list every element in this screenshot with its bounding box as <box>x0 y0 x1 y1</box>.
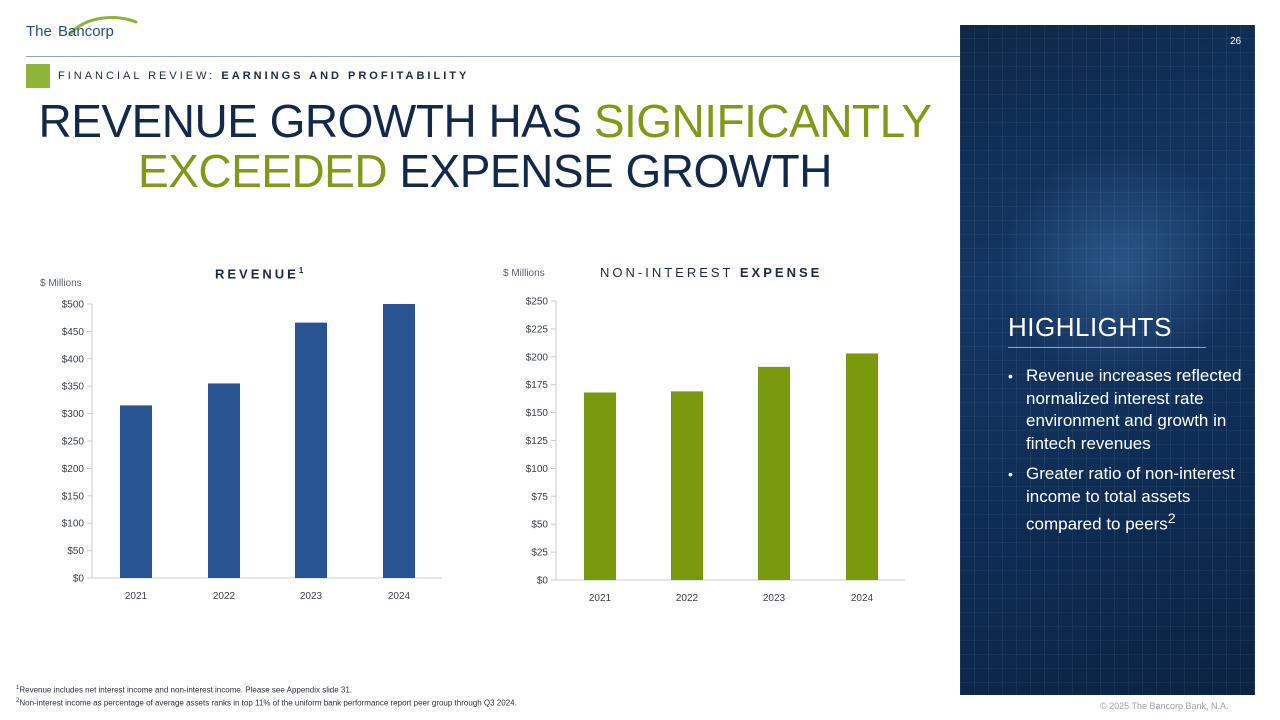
section-prefix: FINANCIAL REVIEW: <box>58 70 222 82</box>
expense-x-tick-label: 2021 <box>589 593 612 604</box>
expense-x-tick-label: 2023 <box>763 593 786 604</box>
revenue-x-tick-label: 2022 <box>213 591 236 602</box>
title-part-2: SIGNIFICANTLY <box>593 95 932 147</box>
expense-y-tick-label: $125 <box>526 436 549 447</box>
revenue-y-tick-label: $450 <box>62 327 85 338</box>
revenue-y-tick-label: $100 <box>62 519 85 530</box>
copyright: © 2025 The Bancorp Bank, N.A. <box>1100 701 1229 711</box>
expense-y-tick-label: $25 <box>531 548 548 559</box>
highlight-text: Revenue increases reflected normalized i… <box>1026 366 1242 453</box>
footnote-2-text: Non-interest income as percentage of ave… <box>19 698 517 708</box>
footnote-1-marker: 1 <box>16 685 20 691</box>
header-divider <box>26 56 1248 57</box>
title-part-3: EXCEEDED <box>138 145 388 197</box>
expense-bar-2021 <box>584 392 616 580</box>
revenue-x-tick-label: 2024 <box>388 591 411 602</box>
highlights-divider <box>1008 347 1206 348</box>
highlights-list: • Revenue increases reflected normalized … <box>1008 365 1255 544</box>
expense-title-bold: EXPENSE <box>739 265 823 280</box>
revenue-y-tick-label: $0 <box>73 574 85 585</box>
page-title: REVENUE GROWTH HAS SIGNIFICANTLY EXCEEDED… <box>20 96 950 196</box>
revenue-y-tick-label: $250 <box>62 437 85 448</box>
expense-y-tick-label: $75 <box>531 492 548 503</box>
revenue-y-tick-label: $300 <box>62 409 85 420</box>
expense-y-tick-label: $250 <box>526 297 549 308</box>
expense-title-light: NON-INTEREST <box>600 265 740 280</box>
title-part-1: REVENUE GROWTH HAS <box>38 95 594 147</box>
bancorp-logo: The Bancorp <box>26 14 138 54</box>
expense-y-tick-label: $175 <box>526 380 549 391</box>
highlight-text: Greater ratio of non-interest income to … <box>1026 464 1235 534</box>
section-topic: EARNINGS AND PROFITABILITY <box>221 70 470 82</box>
revenue-y-tick-label: $500 <box>62 300 85 311</box>
section-accent-square <box>26 64 50 88</box>
footnote-ref: 2 <box>1167 511 1176 527</box>
expense-y-tick-label: $0 <box>537 576 549 587</box>
page-number: 26 <box>1230 36 1242 47</box>
panel-glow <box>1000 145 1240 385</box>
expense-y-tick-label: $225 <box>526 324 549 335</box>
highlights-title: HIGHLIGHTS <box>1008 312 1172 342</box>
revenue-bar-chart: $0 $50 $100 $150 $200 $250 $300 $350 $400 $450 $50… <box>62 300 442 602</box>
revenue-x-tick-label: 2021 <box>125 591 148 602</box>
logo-text-bancorp: Bancorp <box>58 23 114 40</box>
expense-bar-2023 <box>758 366 790 580</box>
highlight-item: • Revenue increases reflected normalized … <box>1008 365 1255 455</box>
section-label: FINANCIAL REVIEW: EARNINGS AND PROFITABI… <box>58 70 469 82</box>
logo-text-the: The <box>26 23 52 40</box>
highlights-panel: HIGHLIGHTS • Revenue increases reflected … <box>960 25 1255 695</box>
revenue-bar-2022 <box>208 383 240 578</box>
revenue-bar-2024 <box>383 304 415 578</box>
revenue-title-text: REVENUE <box>215 266 299 282</box>
panel-texture <box>960 25 1255 695</box>
expense-y-tick-label: $200 <box>526 352 549 363</box>
expense-x-tick-label: 2024 <box>851 593 874 604</box>
revenue-chart-title: REVENUE1 <box>215 266 306 281</box>
revenue-y-tick-label: $50 <box>67 546 84 557</box>
revenue-unit-label: $ Millions <box>40 278 82 289</box>
logo-swoosh-icon <box>68 16 138 36</box>
footnote-1: 1Revenue includes net interest income an… <box>16 683 517 696</box>
revenue-y-tick-label: $200 <box>62 464 85 475</box>
expense-bar-chart: $0 $25 $50 $75 $100 $125 $150 $175 $200 $225 $250 2… <box>526 297 905 604</box>
footnotes: 1Revenue includes net interest income an… <box>16 683 517 708</box>
revenue-y-tick-label: $150 <box>62 491 85 502</box>
footnote-2-marker: 2 <box>16 697 20 704</box>
expense-y-tick-label: $150 <box>526 408 549 419</box>
revenue-bar-2023 <box>295 322 327 578</box>
bullet-icon: • <box>1008 466 1013 482</box>
expense-bar-2022 <box>671 391 703 580</box>
revenue-y-tick-label: $400 <box>62 354 85 365</box>
expense-x-tick-label: 2022 <box>676 593 699 604</box>
expense-chart-title: NON-INTEREST EXPENSE <box>600 265 822 280</box>
footnote-1-text: Revenue includes net interest income and… <box>19 685 352 695</box>
revenue-x-tick-label: 2023 <box>300 591 323 602</box>
expense-bar-2024 <box>846 353 878 580</box>
revenue-bar-2021 <box>120 405 152 578</box>
revenue-y-tick-label: $350 <box>62 382 85 393</box>
expense-y-tick-label: $100 <box>526 464 549 475</box>
expense-unit-label: $ Millions <box>503 268 545 279</box>
title-part-4: EXPENSE GROWTH <box>387 145 832 197</box>
revenue-title-sup: 1 <box>298 266 307 275</box>
highlight-item: • Greater ratio of non-interest income to… <box>1008 463 1255 536</box>
footnote-2: 2Non-interest income as percentage of av… <box>16 696 517 709</box>
expense-y-tick-label: $50 <box>531 520 548 531</box>
bullet-icon: • <box>1008 368 1013 384</box>
